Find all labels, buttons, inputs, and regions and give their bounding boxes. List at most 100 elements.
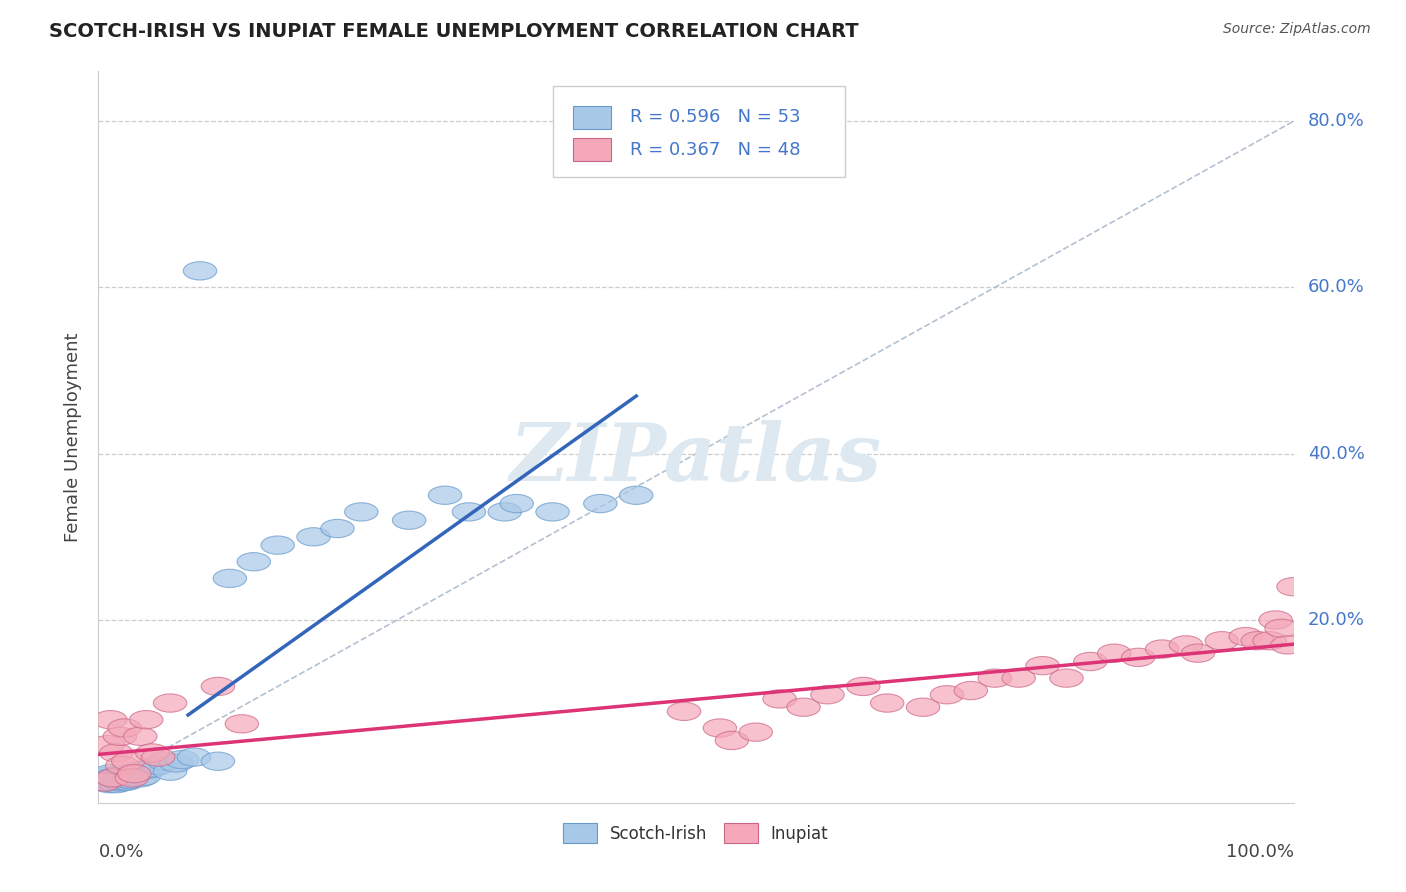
Ellipse shape [100,767,134,785]
Ellipse shape [159,754,193,772]
Ellipse shape [811,686,844,704]
Ellipse shape [703,719,737,737]
Ellipse shape [907,698,939,716]
Ellipse shape [1098,644,1130,663]
Ellipse shape [110,769,142,787]
Ellipse shape [103,727,136,746]
Ellipse shape [111,772,143,790]
Ellipse shape [105,767,139,785]
Ellipse shape [501,494,533,513]
Ellipse shape [124,769,157,787]
Ellipse shape [1253,632,1286,650]
Ellipse shape [118,764,150,783]
Ellipse shape [1002,669,1035,687]
Ellipse shape [100,744,134,762]
Ellipse shape [120,762,153,780]
Ellipse shape [344,503,378,521]
Ellipse shape [870,694,904,712]
Legend: Scotch-Irish, Inupiat: Scotch-Irish, Inupiat [557,817,835,849]
Ellipse shape [91,736,125,754]
Ellipse shape [98,770,132,788]
Ellipse shape [716,731,748,749]
Ellipse shape [1258,611,1292,629]
Ellipse shape [103,772,135,790]
Text: 60.0%: 60.0% [1308,278,1365,296]
Ellipse shape [846,677,880,696]
Ellipse shape [101,771,135,789]
Ellipse shape [429,486,461,504]
Ellipse shape [297,528,330,546]
Ellipse shape [262,536,294,554]
Ellipse shape [740,723,772,741]
Ellipse shape [105,756,139,774]
Ellipse shape [96,769,129,787]
Ellipse shape [90,771,124,789]
Ellipse shape [1181,644,1215,663]
Text: 20.0%: 20.0% [1308,611,1365,629]
Ellipse shape [112,771,146,789]
Ellipse shape [94,764,127,783]
Ellipse shape [129,760,163,779]
Ellipse shape [787,698,820,716]
Ellipse shape [107,772,141,789]
Ellipse shape [1170,636,1202,654]
Ellipse shape [94,769,128,787]
Ellipse shape [177,747,211,766]
Ellipse shape [135,744,169,762]
Ellipse shape [142,756,174,774]
Ellipse shape [118,764,150,783]
Ellipse shape [1277,577,1310,596]
Ellipse shape [104,766,138,785]
Ellipse shape [1271,636,1305,654]
Ellipse shape [142,747,174,766]
Ellipse shape [94,711,127,729]
Ellipse shape [1241,632,1274,650]
Ellipse shape [127,767,160,785]
Ellipse shape [108,764,142,783]
Ellipse shape [668,702,700,721]
Text: 0.0%: 0.0% [98,843,143,861]
FancyBboxPatch shape [572,138,612,161]
Text: ZIPatlas: ZIPatlas [510,420,882,498]
Ellipse shape [91,767,125,785]
Ellipse shape [453,503,485,521]
Ellipse shape [225,714,259,733]
Ellipse shape [763,690,796,708]
Ellipse shape [96,773,129,792]
Text: 100.0%: 100.0% [1226,843,1294,861]
Text: Source: ZipAtlas.com: Source: ZipAtlas.com [1223,22,1371,37]
Ellipse shape [1146,640,1178,658]
Text: SCOTCH-IRISH VS INUPIAT FEMALE UNEMPLOYMENT CORRELATION CHART: SCOTCH-IRISH VS INUPIAT FEMALE UNEMPLOYM… [49,22,859,41]
Ellipse shape [108,719,142,737]
Ellipse shape [183,261,217,280]
Ellipse shape [115,767,149,785]
Text: R = 0.596   N = 53: R = 0.596 N = 53 [630,109,801,127]
Ellipse shape [93,774,127,793]
Ellipse shape [238,553,270,571]
Ellipse shape [94,772,127,790]
Ellipse shape [1074,652,1107,671]
Ellipse shape [135,759,169,777]
Ellipse shape [105,772,139,791]
Ellipse shape [87,772,121,791]
Ellipse shape [153,762,187,780]
Ellipse shape [620,486,652,504]
Text: 80.0%: 80.0% [1308,112,1365,130]
Ellipse shape [321,519,354,538]
Ellipse shape [1205,632,1239,650]
Ellipse shape [97,772,131,789]
Text: 40.0%: 40.0% [1308,445,1365,463]
Ellipse shape [955,681,987,699]
Ellipse shape [201,677,235,696]
Ellipse shape [111,770,145,788]
Ellipse shape [1229,627,1263,646]
Ellipse shape [1122,648,1154,666]
FancyBboxPatch shape [553,86,845,178]
Ellipse shape [979,669,1011,687]
Ellipse shape [100,774,134,793]
Ellipse shape [129,711,163,729]
Ellipse shape [148,752,181,771]
Text: R = 0.367   N = 48: R = 0.367 N = 48 [630,141,801,159]
Ellipse shape [201,752,235,771]
Ellipse shape [124,727,157,746]
